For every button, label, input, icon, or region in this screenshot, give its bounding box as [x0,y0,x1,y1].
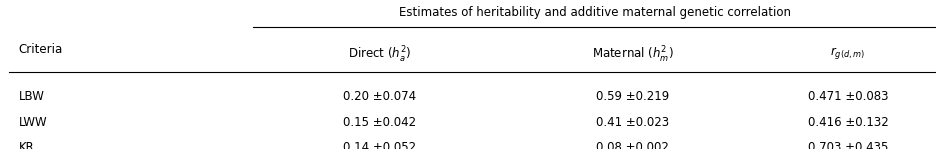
Text: Criteria: Criteria [19,43,63,56]
Text: LBW: LBW [19,90,45,103]
Text: 0.41 ±0.023: 0.41 ±0.023 [595,116,668,129]
Text: 0.416 ±0.132: 0.416 ±0.132 [807,116,887,129]
Text: $r_{g(d,m)}$: $r_{g(d,m)}$ [829,45,865,61]
Text: 0.471 ±0.083: 0.471 ±0.083 [807,90,887,103]
Text: Direct ($h^2_a$): Direct ($h^2_a$) [347,45,411,65]
Text: 0.15 ±0.042: 0.15 ±0.042 [343,116,416,129]
Text: 0.20 ±0.074: 0.20 ±0.074 [343,90,416,103]
Text: 0.703 ±0.435: 0.703 ±0.435 [807,141,887,149]
Text: KR: KR [19,141,35,149]
Text: 0.14 ±0.052: 0.14 ±0.052 [343,141,416,149]
Text: Estimates of heritability and additive maternal genetic correlation: Estimates of heritability and additive m… [399,6,790,19]
Text: 0.08 ±0.002: 0.08 ±0.002 [595,141,668,149]
Text: LWW: LWW [19,116,48,129]
Text: 0.59 ±0.219: 0.59 ±0.219 [595,90,668,103]
Text: Maternal ($h^2_m$): Maternal ($h^2_m$) [591,45,673,65]
